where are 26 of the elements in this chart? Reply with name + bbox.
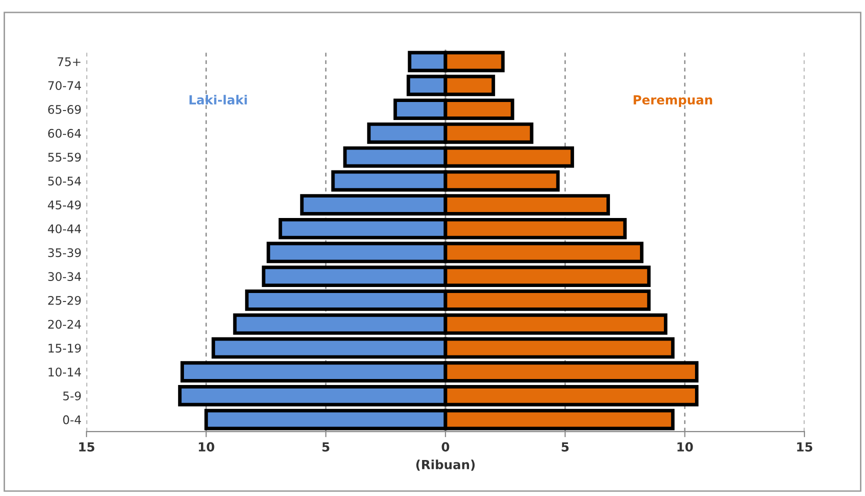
y-tick-label: 20-24: [48, 320, 81, 329]
y-tick-label: 50-54: [48, 176, 81, 186]
y-tick-label: 75+: [58, 57, 80, 66]
y-tick-label: 15-19: [48, 344, 81, 353]
y-tick-label: 10-14: [48, 368, 81, 376]
y-tick-label: 35-39: [48, 248, 81, 258]
y-tick-label: 25-29: [48, 296, 81, 305]
x-tick-label: 15: [79, 442, 94, 452]
y-tick-label: 30-34: [48, 272, 81, 282]
text: Perempuan: [634, 95, 712, 107]
x-tick-label: 10: [678, 442, 693, 452]
y-tick-label: 65-69: [48, 105, 81, 114]
x-tick-label: 10: [198, 442, 214, 452]
x-tick-label: 0: [442, 442, 450, 452]
y-tick-label: 55-59: [48, 152, 81, 162]
y-tick-label: 70-74: [48, 81, 81, 90]
x-tick-label: 15: [797, 442, 812, 452]
y-tick-label: 40-44: [48, 224, 81, 234]
x-axis-title: (Ribuan): [416, 460, 475, 471]
text: Laki-laki: [190, 94, 247, 105]
y-tick-label: 45-49: [48, 200, 81, 210]
y-tick-label: 0-4: [63, 415, 81, 424]
x-tick-label: 5: [562, 442, 569, 452]
y-tick-label: 5-9: [63, 391, 81, 400]
y-tick-label: 60-64: [48, 128, 81, 138]
x-tick-label: 5: [322, 442, 330, 452]
